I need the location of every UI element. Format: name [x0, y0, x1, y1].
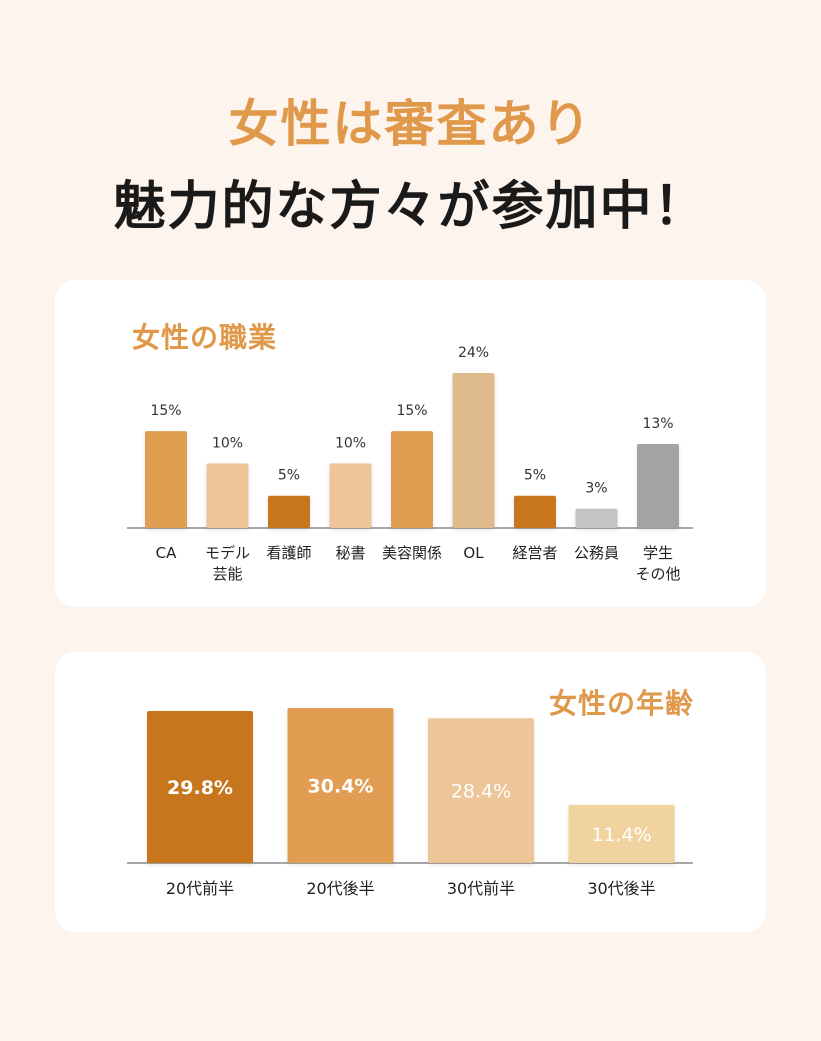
- occupation-value-label: 13%: [642, 416, 673, 432]
- occupation-category-label: 秘書: [335, 544, 365, 562]
- occupation-category-label: 美容関係: [382, 544, 442, 562]
- occupation-chart-title: 女性の職業: [132, 321, 278, 354]
- age-value-label: 11.4%: [591, 824, 651, 846]
- age-card: 女性の年齢 29.8% 20代前半 30.4% 20代後半 28.4% 30代前半 11.4…: [55, 652, 766, 932]
- occupation-category-label: 公務員: [574, 544, 619, 562]
- occupation-category-label: 看護師: [266, 544, 311, 562]
- occupation-bar: [391, 431, 433, 528]
- headline-primary: 女性は審査あり: [228, 95, 593, 153]
- age-value-label: 28.4%: [451, 781, 511, 803]
- occupation-bar: [329, 463, 372, 528]
- occupation-value-label: 10%: [335, 435, 366, 451]
- occupation-value-label: 24%: [458, 345, 489, 361]
- age-category-label: 30代前半: [447, 879, 515, 898]
- age-category-label: 30代後半: [587, 879, 655, 898]
- age-chart-title: 女性の年齢: [548, 687, 694, 720]
- age-value-label: 29.8%: [167, 777, 233, 799]
- occupation-category-label: 芸能: [212, 565, 242, 583]
- occupation-value-label: 15%: [150, 403, 181, 419]
- occupation-card: 女性の職業 15% CA 10% モデル芸能 5% 看護師 10% 秘書 15% 美容関係 24% O…: [55, 280, 766, 607]
- age-category-label: 20代前半: [166, 879, 234, 898]
- occupation-category-label: その他: [635, 565, 680, 583]
- occupation-bar: [268, 495, 310, 528]
- occupation-bar: [637, 444, 679, 528]
- age-bar: [287, 708, 394, 863]
- age-category-label: 20代後半: [306, 879, 374, 898]
- age-value-label: 30.4%: [308, 776, 374, 798]
- occupation-value-label: 5%: [278, 468, 300, 484]
- age-bar: [428, 718, 534, 863]
- occupation-bar: [452, 373, 495, 528]
- age-chart: 29.8% 20代前半 30.4% 20代後半 28.4% 30代前半 11.4% 30代後半: [127, 708, 693, 898]
- occupation-value-label: 5%: [524, 468, 546, 484]
- occupation-value-label: 3%: [585, 481, 607, 497]
- occupation-bar: [514, 495, 556, 528]
- headline-secondary: 魅力的な方々が参加中！: [113, 177, 708, 237]
- occupation-category-label: OL: [463, 544, 484, 562]
- occupation-value-label: 10%: [212, 435, 243, 451]
- age-bar: [568, 804, 675, 863]
- occupation-bar: [575, 508, 618, 528]
- occupation-category-label: CA: [156, 544, 177, 562]
- occupation-value-label: 15%: [396, 403, 427, 419]
- occupation-category-label: モデル: [205, 544, 250, 562]
- age-bar: [147, 711, 253, 863]
- occupation-bar: [206, 463, 249, 528]
- occupation-bar: [145, 431, 187, 528]
- occupation-category-label: 経営者: [512, 544, 557, 562]
- occupation-category-label: 学生: [643, 544, 673, 562]
